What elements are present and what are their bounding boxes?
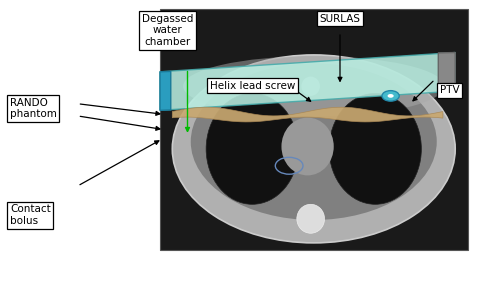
Ellipse shape — [329, 93, 422, 204]
Bar — [160, 9, 468, 250]
Ellipse shape — [297, 204, 324, 233]
Ellipse shape — [172, 55, 455, 243]
Polygon shape — [160, 71, 171, 110]
Ellipse shape — [302, 77, 320, 96]
Text: Helix lead screw: Helix lead screw — [210, 81, 295, 91]
Polygon shape — [438, 52, 455, 92]
Ellipse shape — [183, 56, 444, 117]
Polygon shape — [172, 107, 443, 122]
Text: SURLAS: SURLAS — [320, 14, 360, 24]
Circle shape — [388, 94, 394, 98]
Ellipse shape — [282, 117, 334, 175]
Text: Degassed
water
chamber: Degassed water chamber — [142, 14, 193, 47]
Circle shape — [382, 91, 399, 101]
Text: RANDO
phantom: RANDO phantom — [10, 98, 57, 119]
Text: PTV: PTV — [440, 85, 460, 95]
Ellipse shape — [191, 63, 437, 220]
Polygon shape — [160, 52, 455, 110]
Ellipse shape — [206, 93, 298, 204]
Text: Contact
bolus: Contact bolus — [10, 204, 51, 226]
